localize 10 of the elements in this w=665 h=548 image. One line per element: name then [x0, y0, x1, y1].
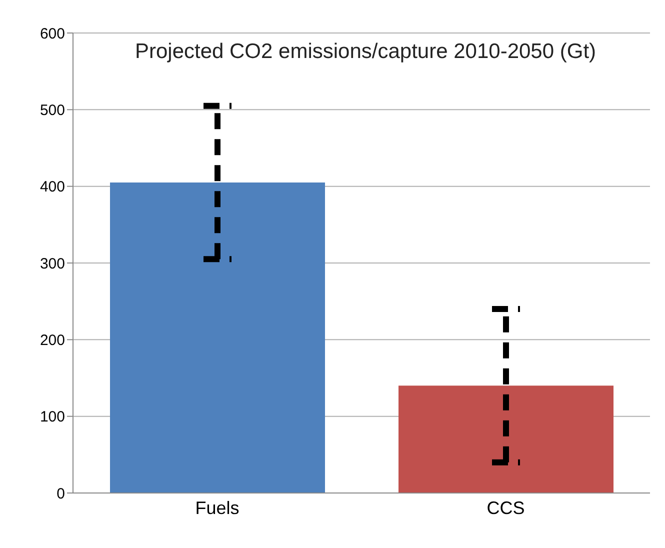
y-tick-label: 300	[40, 255, 65, 272]
x-tick-label: CCS	[486, 498, 525, 518]
y-tick-label: 0	[56, 485, 65, 502]
x-tick-label: Fuels	[195, 498, 240, 518]
y-tick-label: 500	[40, 102, 65, 119]
y-tick-label: 100	[40, 408, 65, 426]
y-tick-label: 400	[40, 178, 65, 196]
y-tick-label: 600	[40, 25, 65, 42]
chart-title: Projected CO2 emissions/capture 2010-2050 (Gt)	[134, 40, 598, 64]
y-tick-label: 200	[40, 332, 65, 349]
